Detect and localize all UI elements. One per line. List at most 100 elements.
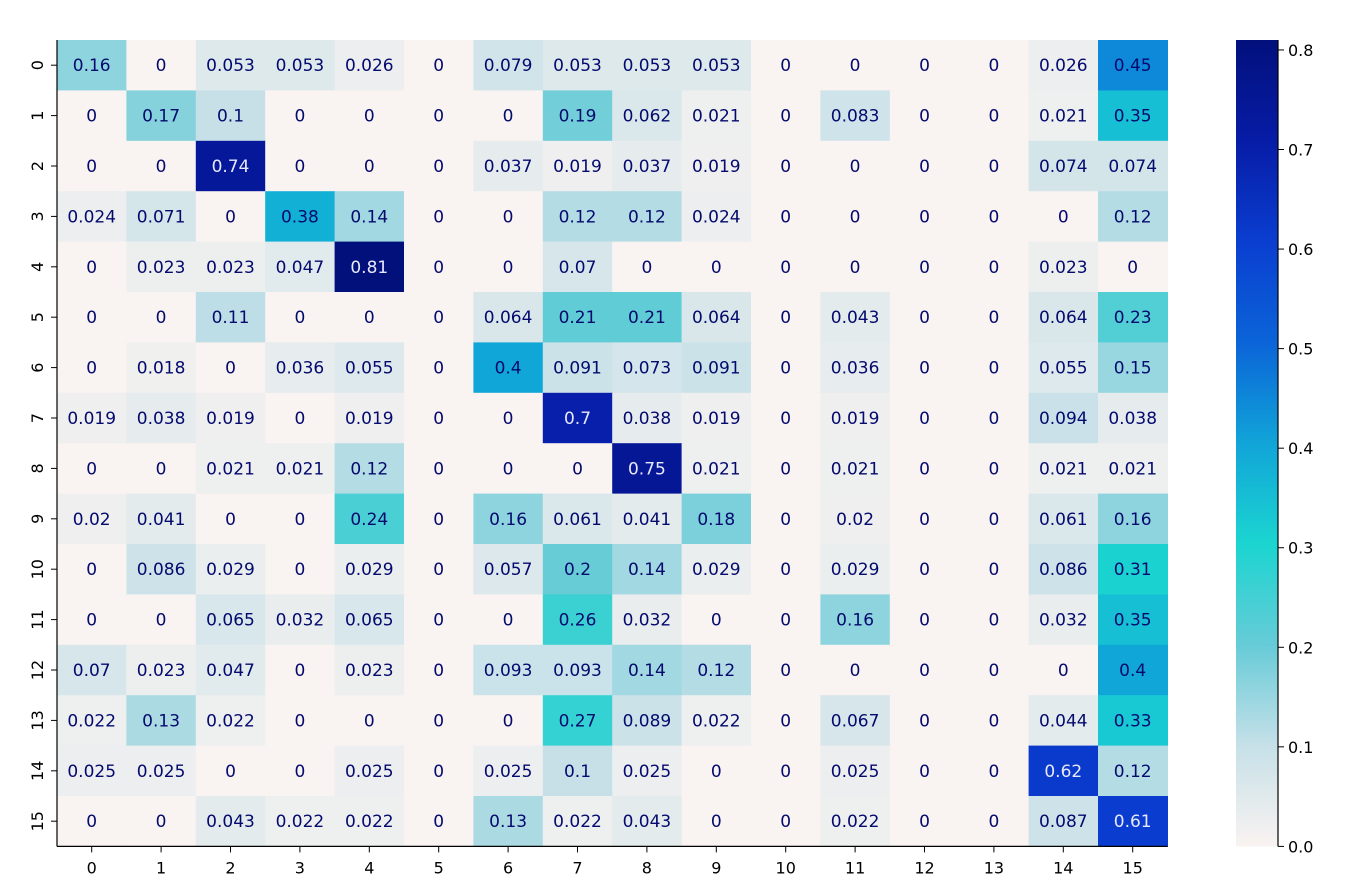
cell-value-label: 0.12 xyxy=(350,459,388,479)
heatmap-cell xyxy=(751,594,821,646)
cell-value-label: 0 xyxy=(503,711,514,731)
heatmap-cell xyxy=(404,392,474,444)
cell-value-label: 0 xyxy=(156,308,167,328)
heatmap-cell xyxy=(1098,594,1168,646)
heatmap-cell xyxy=(57,90,127,142)
heatmap-cell xyxy=(404,644,474,696)
cell-value-label: 0 xyxy=(919,56,930,76)
cell-value-label: 0.024 xyxy=(67,207,116,227)
cell-value-label: 0 xyxy=(433,762,444,782)
cell-value-label: 0.053 xyxy=(553,56,602,76)
cell-value-label: 0.021 xyxy=(276,459,325,479)
x-tick-label: 3 xyxy=(295,858,305,877)
heatmap-cell xyxy=(889,443,960,495)
cell-value-label: 0 xyxy=(86,812,97,832)
cell-value-label: 0.11 xyxy=(212,308,250,328)
heatmap-cell xyxy=(612,191,683,243)
cell-value-label: 0.025 xyxy=(831,762,880,782)
colorbar-tick-label: 0.4 xyxy=(1288,439,1313,458)
cell-value-label: 0 xyxy=(433,258,444,278)
cell-value-label: 0 xyxy=(919,611,930,631)
heatmap-cell xyxy=(195,544,266,595)
cell-value-label: 0 xyxy=(780,359,791,379)
heatmap-cell xyxy=(612,40,683,91)
heatmap-cell xyxy=(334,544,405,595)
heatmap-cell xyxy=(612,140,683,192)
x-tick-label: 8 xyxy=(642,858,652,877)
cell-value-label: 0 xyxy=(850,258,861,278)
cell-value-label: 0.053 xyxy=(692,56,741,76)
heatmap-cell xyxy=(404,594,474,646)
heatmap-cell xyxy=(126,695,197,747)
heatmap-cell xyxy=(959,695,1030,747)
heatmap-cell xyxy=(889,493,960,545)
heatmap-cell xyxy=(265,342,336,394)
heatmap-cell xyxy=(820,796,891,847)
x-tick-label: 12 xyxy=(914,858,934,877)
heatmap-cell xyxy=(542,644,613,696)
heatmap-cell xyxy=(889,140,960,192)
heatmap-cell xyxy=(751,443,821,495)
heatmap-cell xyxy=(404,796,474,847)
heatmap-cell xyxy=(612,241,683,293)
cell-value-label: 0.022 xyxy=(67,711,116,731)
heatmap-cell xyxy=(1028,443,1099,495)
heatmap-cell xyxy=(751,695,821,747)
heatmap-cells: 0.16 0 0.053 0.053 0.026 0 0.079 0.053 0.053 0.05… xyxy=(57,40,1168,847)
heatmap-cell xyxy=(1098,90,1168,142)
heatmap-cell xyxy=(265,695,336,747)
heatmap-cell xyxy=(820,292,891,343)
cell-value-label: 0.2 xyxy=(564,560,591,580)
heatmap-cell xyxy=(1028,493,1099,545)
cell-value-label: 0.018 xyxy=(137,359,186,379)
cell-value-label: 0.032 xyxy=(1039,611,1088,631)
heatmap-cell xyxy=(1028,191,1099,243)
heatmap-cell xyxy=(404,292,474,343)
cell-value-label: 0.19 xyxy=(559,107,597,127)
heatmap-cell xyxy=(265,140,336,192)
cell-value-label: 0.4 xyxy=(1119,661,1146,681)
heatmap-cell xyxy=(612,745,683,797)
cell-value-label: 0 xyxy=(364,107,375,127)
y-tick-label: 15 xyxy=(28,811,47,831)
cell-value-label: 0.065 xyxy=(345,611,394,631)
heatmap-cell xyxy=(265,594,336,646)
cell-value-label: 0.019 xyxy=(67,409,116,429)
cell-value-label: 0.083 xyxy=(831,107,880,127)
cell-value-label: 0 xyxy=(433,56,444,76)
cell-value-label: 0 xyxy=(433,409,444,429)
cell-value-label: 0 xyxy=(225,510,236,530)
cell-value-label: 0.022 xyxy=(692,711,741,731)
heatmap-cell xyxy=(195,745,266,797)
heatmap-cell xyxy=(681,544,752,595)
cell-value-label: 0 xyxy=(919,661,930,681)
cell-value-label: 0 xyxy=(780,409,791,429)
heatmap-cell xyxy=(265,796,336,847)
cell-value-label: 0.13 xyxy=(489,812,527,832)
cell-value-label: 0.064 xyxy=(692,308,741,328)
cell-value-label: 0.024 xyxy=(692,207,741,227)
cell-value-label: 0 xyxy=(364,711,375,731)
cell-value-label: 0.021 xyxy=(692,459,741,479)
cell-value-label: 0.029 xyxy=(206,560,255,580)
cell-value-label: 0 xyxy=(86,157,97,177)
cell-value-label: 0.12 xyxy=(628,207,666,227)
heatmap-cell xyxy=(612,594,683,646)
heatmap-cell xyxy=(681,140,752,192)
cell-value-label: 0 xyxy=(780,107,791,127)
heatmap-cell xyxy=(126,241,197,293)
colorbar xyxy=(1236,40,1278,847)
heatmap-cell xyxy=(889,594,960,646)
heatmap-cell xyxy=(57,292,127,343)
heatmap-cell xyxy=(612,796,683,847)
heatmap-cell xyxy=(473,40,544,91)
heatmap-cell xyxy=(1028,392,1099,444)
heatmap-cell xyxy=(195,90,266,142)
cell-value-label: 0.022 xyxy=(276,812,325,832)
heatmap-cell xyxy=(681,745,752,797)
cell-value-label: 0 xyxy=(364,308,375,328)
cell-value-label: 0.021 xyxy=(206,459,255,479)
cell-value-label: 0.053 xyxy=(206,56,255,76)
heatmap-cell xyxy=(1098,443,1168,495)
heatmap-cell xyxy=(1028,342,1099,394)
